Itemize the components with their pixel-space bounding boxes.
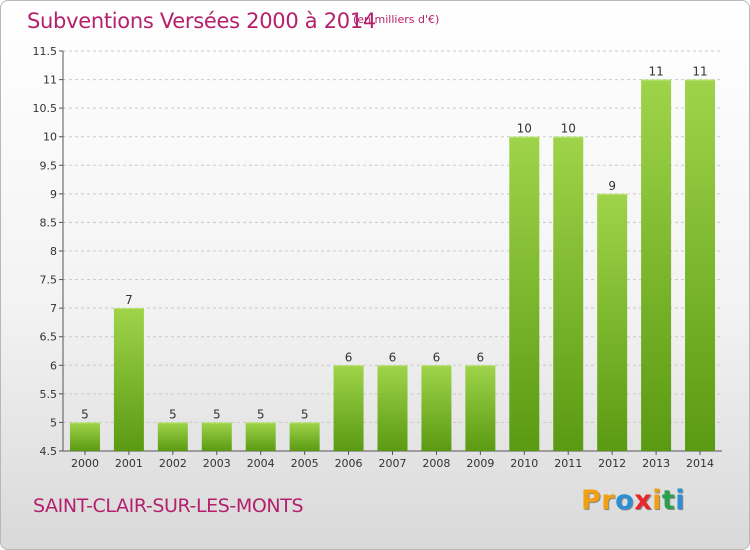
x-tick-label: 2004 [247,457,275,470]
axes: 4.5 5 5.5 6 6.5 7 7.5 8 8.5 9 9.5 10 10.5 11 11.5 2000 2… [33,45,722,470]
bar [157,422,188,451]
x-tick-label: 2002 [159,457,187,470]
y-tick-label: 6.5 [40,331,58,344]
bar [245,422,276,451]
bar-value-label: 10 [517,122,532,136]
bar-value-label: 5 [257,407,265,421]
bar [377,365,408,451]
y-tick-label: 5 [50,416,57,429]
logo-letter: r [601,485,616,516]
logo-letter: t [661,485,676,516]
y-tick-label: 8.5 [40,216,58,229]
bar [641,79,672,452]
x-tick-label: 2003 [203,457,231,470]
bar-value-label: 5 [81,407,89,421]
bar-value-label: 6 [433,350,441,364]
y-tick-label: 10 [43,131,57,144]
bar-value-label: 5 [213,407,221,421]
logo-letter: o [615,485,635,516]
x-tick-label: 2001 [115,457,143,470]
bar [69,422,100,451]
bar-value-label: 6 [345,350,353,364]
bar [509,136,540,451]
bar-value-label: 10 [561,122,576,136]
y-tick-label: 11 [43,74,57,87]
y-tick-label: 9.5 [40,159,58,172]
bar-value-label: 6 [389,350,397,364]
x-tick-label: 2000 [71,457,99,470]
bar [333,365,364,451]
bar-value-label: 5 [169,407,177,421]
y-tick-label: 11.5 [33,45,58,58]
bar [465,365,496,451]
bar [289,422,320,451]
y-tick-label: 5.5 [40,388,58,401]
bar-value-label: 11 [692,65,707,79]
x-tick-label: 2013 [642,457,670,470]
x-tick-label: 2006 [335,457,363,470]
bar-value-label: 7 [125,293,133,307]
x-tick-label: 2012 [598,457,626,470]
bar-value-label: 9 [608,179,616,193]
proxiti-logo: Proxiti [581,485,685,516]
x-tick-label: 2010 [510,457,538,470]
y-tick-label: 10.5 [33,102,58,115]
bar [553,136,584,451]
x-tick-label: 2014 [686,457,714,470]
x-tick-label: 2008 [422,457,450,470]
bar [597,193,628,451]
bars: 5 7 5 5 5 5 6 6 6 6 10 10 9 11 11 [69,65,716,452]
bar-value-label: 11 [648,65,663,79]
x-tick-label: 2011 [554,457,582,470]
y-tick-label: 6 [50,359,57,372]
bar-value-label: 5 [301,407,309,421]
bar [201,422,232,451]
y-tick-label: 7.5 [40,274,58,287]
logo-letter: i [652,485,662,516]
x-tick-label: 2009 [466,457,494,470]
y-tick-label: 9 [50,188,57,201]
chart-title: Subventions Versées 2000 à 2014 [27,9,376,33]
bar-value-label: 6 [477,350,485,364]
y-tick-label: 4.5 [40,445,58,458]
y-tick-label: 8 [50,245,57,258]
logo-letter: x [634,485,653,516]
y-tick-label: 7 [50,302,57,315]
bar [113,308,144,451]
logo-letter: P [581,485,602,516]
bar [421,365,452,451]
commune-name: SAINT-CLAIR-SUR-LES-MONTS [33,495,304,517]
x-tick-label: 2007 [379,457,407,470]
logo-letter: i [675,485,686,516]
bar [685,79,716,452]
x-tick-label: 2005 [291,457,319,470]
chart-unit: (en milliers d'€) [353,13,440,26]
grid-lines [63,50,722,423]
